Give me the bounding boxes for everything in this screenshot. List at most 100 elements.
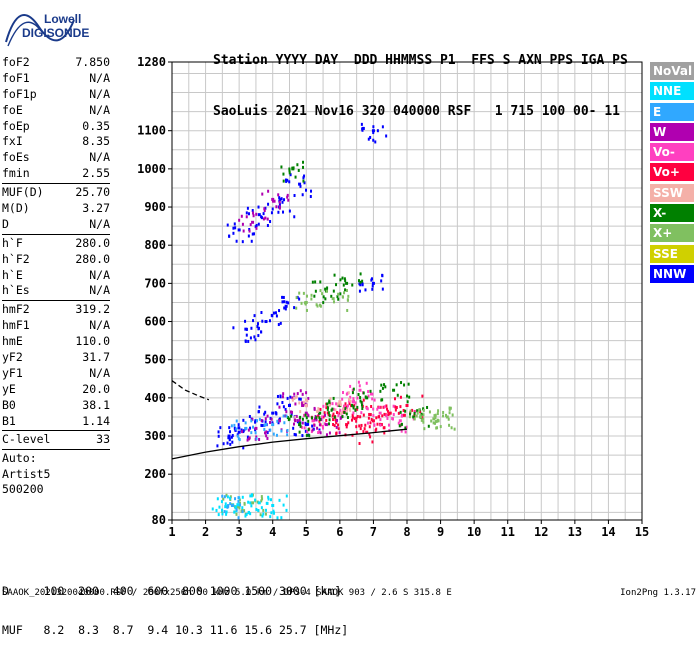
param-value: 3.27 <box>82 201 110 216</box>
y-tick-label: 600 <box>144 315 166 329</box>
echo-pixel <box>326 402 329 406</box>
param-label: B0 <box>2 397 16 412</box>
echo-pixel <box>352 397 355 401</box>
echo-pixel <box>317 407 320 411</box>
echo-pixel <box>376 129 379 133</box>
echo-pixel <box>312 427 315 431</box>
echo-pixel <box>217 430 220 434</box>
echo-pixel <box>315 416 318 420</box>
param-row: foF1 N/A <box>2 71 110 87</box>
echo-pixel <box>250 419 253 423</box>
param-row: hmF1 N/A <box>2 318 110 334</box>
echo-pixel <box>404 430 407 434</box>
echo-pixel <box>264 206 267 210</box>
echo-pixel <box>301 403 304 407</box>
data-point <box>311 419 315 423</box>
echo-pixel <box>346 298 349 302</box>
echo-pixel <box>381 287 384 291</box>
echo-pixel <box>323 411 326 415</box>
digisonde-logo: Lowell DIGISONDE <box>4 2 114 52</box>
param-row: foF2 7.850 <box>2 55 110 71</box>
echo-pixel <box>252 211 255 215</box>
header-line2: SaoLuis 2021 Nov16 320 040000 RSF 1 715 … <box>213 104 620 119</box>
echo-pixel <box>314 289 317 293</box>
x-tick-label: 14 <box>601 525 615 539</box>
echo-pixel <box>354 408 357 412</box>
echo-pixel <box>246 438 249 442</box>
echo-pixel <box>419 410 422 414</box>
echo-pixel <box>340 415 343 419</box>
data-point <box>304 300 308 304</box>
echo-pixel <box>448 406 451 410</box>
station-header: Station YYYY DAY DDD HHMMSS P1 FFS S AXN… <box>213 18 628 137</box>
echo-pixel <box>276 402 279 406</box>
echo-pixel <box>301 401 304 405</box>
echo-pixel <box>371 287 374 291</box>
data-point <box>358 388 362 392</box>
echo-pixel <box>223 510 226 514</box>
echo-pixel <box>247 437 250 441</box>
echo-pixel <box>414 409 417 413</box>
echo-pixel <box>336 402 339 406</box>
echo-pixel <box>370 417 373 421</box>
echo-pixel <box>250 326 253 330</box>
echo-pixel <box>383 426 386 430</box>
echo-pixel <box>332 300 335 304</box>
echo-pixel <box>261 319 264 323</box>
echo-pixel <box>283 300 286 304</box>
echo-pixel <box>245 512 248 516</box>
echo-pixel <box>270 417 273 421</box>
echo-pixel <box>257 410 260 414</box>
param-row: MUF(D) 25.70 <box>2 185 110 201</box>
echo-pixel <box>285 494 288 498</box>
echo-pixel <box>372 414 375 418</box>
echo-pixel <box>278 498 281 502</box>
echo-pixel <box>305 308 308 312</box>
param-value: N/A <box>89 216 110 231</box>
echo-pixel <box>383 405 386 409</box>
echo-pixel <box>345 289 348 293</box>
echo-pixel <box>369 392 372 396</box>
echo-pixel <box>262 512 265 516</box>
echo-pixel <box>229 502 232 506</box>
echo-pixel <box>235 505 238 509</box>
data-point <box>365 430 369 434</box>
echo-pixel <box>311 280 314 284</box>
echo-pixel <box>415 414 418 418</box>
x-tick-labels: 1 2 3 4 5 6 7 8 9 10 11 12 13 14 15 <box>168 520 649 539</box>
echo-pixel <box>373 423 376 427</box>
param-row: B0 38.1 <box>2 398 110 414</box>
echo-pixel <box>257 334 260 338</box>
echo-pixel <box>233 222 236 226</box>
param-value: 2.55 <box>82 166 110 181</box>
chart-grid <box>171 62 643 520</box>
data-point <box>277 419 281 423</box>
echo-pixel <box>406 394 409 398</box>
echo-pixel <box>282 405 285 409</box>
param-value: 33 <box>96 432 110 447</box>
echo-pixel <box>337 427 340 431</box>
echo-pixel <box>274 311 277 315</box>
echo-pixel <box>278 205 281 209</box>
echo-pixel <box>266 217 269 221</box>
echo-pixel <box>266 436 269 440</box>
param-label: fmin <box>2 166 30 181</box>
echo-pixel <box>317 414 320 418</box>
echo-pixel <box>235 508 238 512</box>
echo-pixel <box>437 409 440 413</box>
echo-pixel <box>230 424 233 428</box>
echo-pixel <box>332 396 335 400</box>
echo-pixel <box>408 395 411 399</box>
echo-pixel <box>279 394 282 398</box>
echo-pixel <box>271 199 274 203</box>
echo-pixel <box>327 405 330 409</box>
echo-pixel <box>369 413 372 417</box>
echo-pixel <box>359 396 362 400</box>
echo-pixel <box>406 400 409 404</box>
legend-item-w: W <box>650 122 694 141</box>
echo-pixel <box>371 284 374 288</box>
echo-pixel <box>369 135 372 139</box>
echo-pixel <box>450 426 453 430</box>
echo-pixel <box>385 134 388 138</box>
param-value: N/A <box>89 267 110 282</box>
